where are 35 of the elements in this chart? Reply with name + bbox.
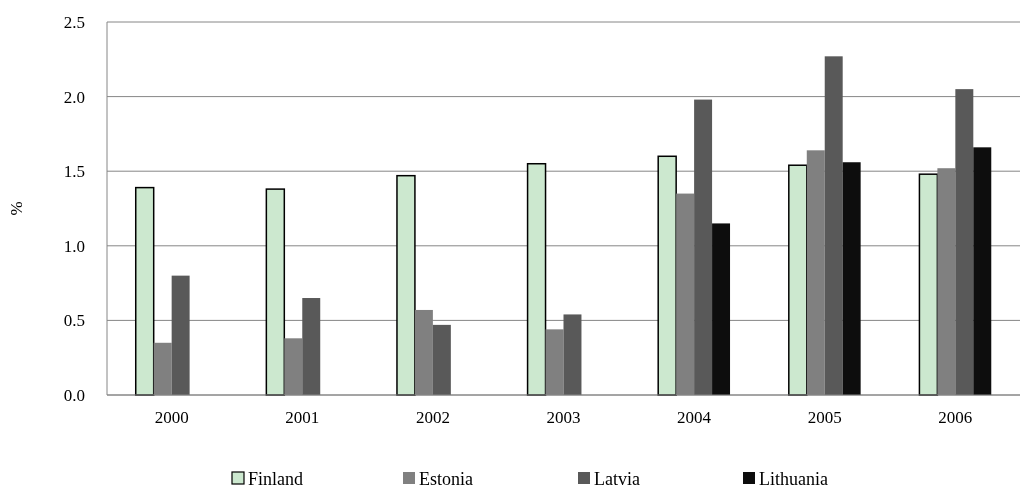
bar (563, 314, 582, 395)
bar (657, 155, 677, 396)
bar (955, 89, 974, 395)
bar (973, 147, 992, 395)
bar (788, 164, 808, 396)
x-tick-label: 2003 (546, 408, 581, 427)
bar (842, 162, 861, 395)
bar (171, 275, 190, 395)
x-tick-label: 2005 (807, 408, 842, 427)
y-tick-label: 2.0 (63, 87, 85, 107)
bar (134, 186, 155, 396)
y-tick-label: 0.5 (63, 311, 85, 331)
legend-label: Estonia (419, 469, 473, 489)
bar (396, 174, 416, 396)
bar (265, 188, 286, 396)
legend-label: Finland (248, 469, 304, 489)
bar (694, 99, 713, 395)
legend-label: Latvia (594, 469, 640, 489)
legend-label: Lithuania (759, 469, 828, 489)
bar (918, 173, 939, 396)
x-tick-label: 2002 (415, 408, 450, 427)
x-tick-label: 2004 (677, 408, 712, 427)
bar (302, 298, 321, 395)
y-axis-title: % (7, 201, 26, 216)
y-tick-label: 1.5 (63, 162, 85, 182)
bar (432, 324, 451, 395)
x-tick-label: 2006 (938, 408, 973, 427)
y-tick-label: 0.0 (63, 385, 85, 405)
bar (824, 56, 843, 395)
y-tick-label: 2.5 (63, 12, 85, 32)
y-tick-label: 1.0 (63, 236, 85, 256)
x-tick-label: 2001 (285, 408, 320, 427)
x-tick-label: 2000 (154, 408, 189, 427)
bar (526, 162, 547, 396)
bar (712, 223, 731, 395)
